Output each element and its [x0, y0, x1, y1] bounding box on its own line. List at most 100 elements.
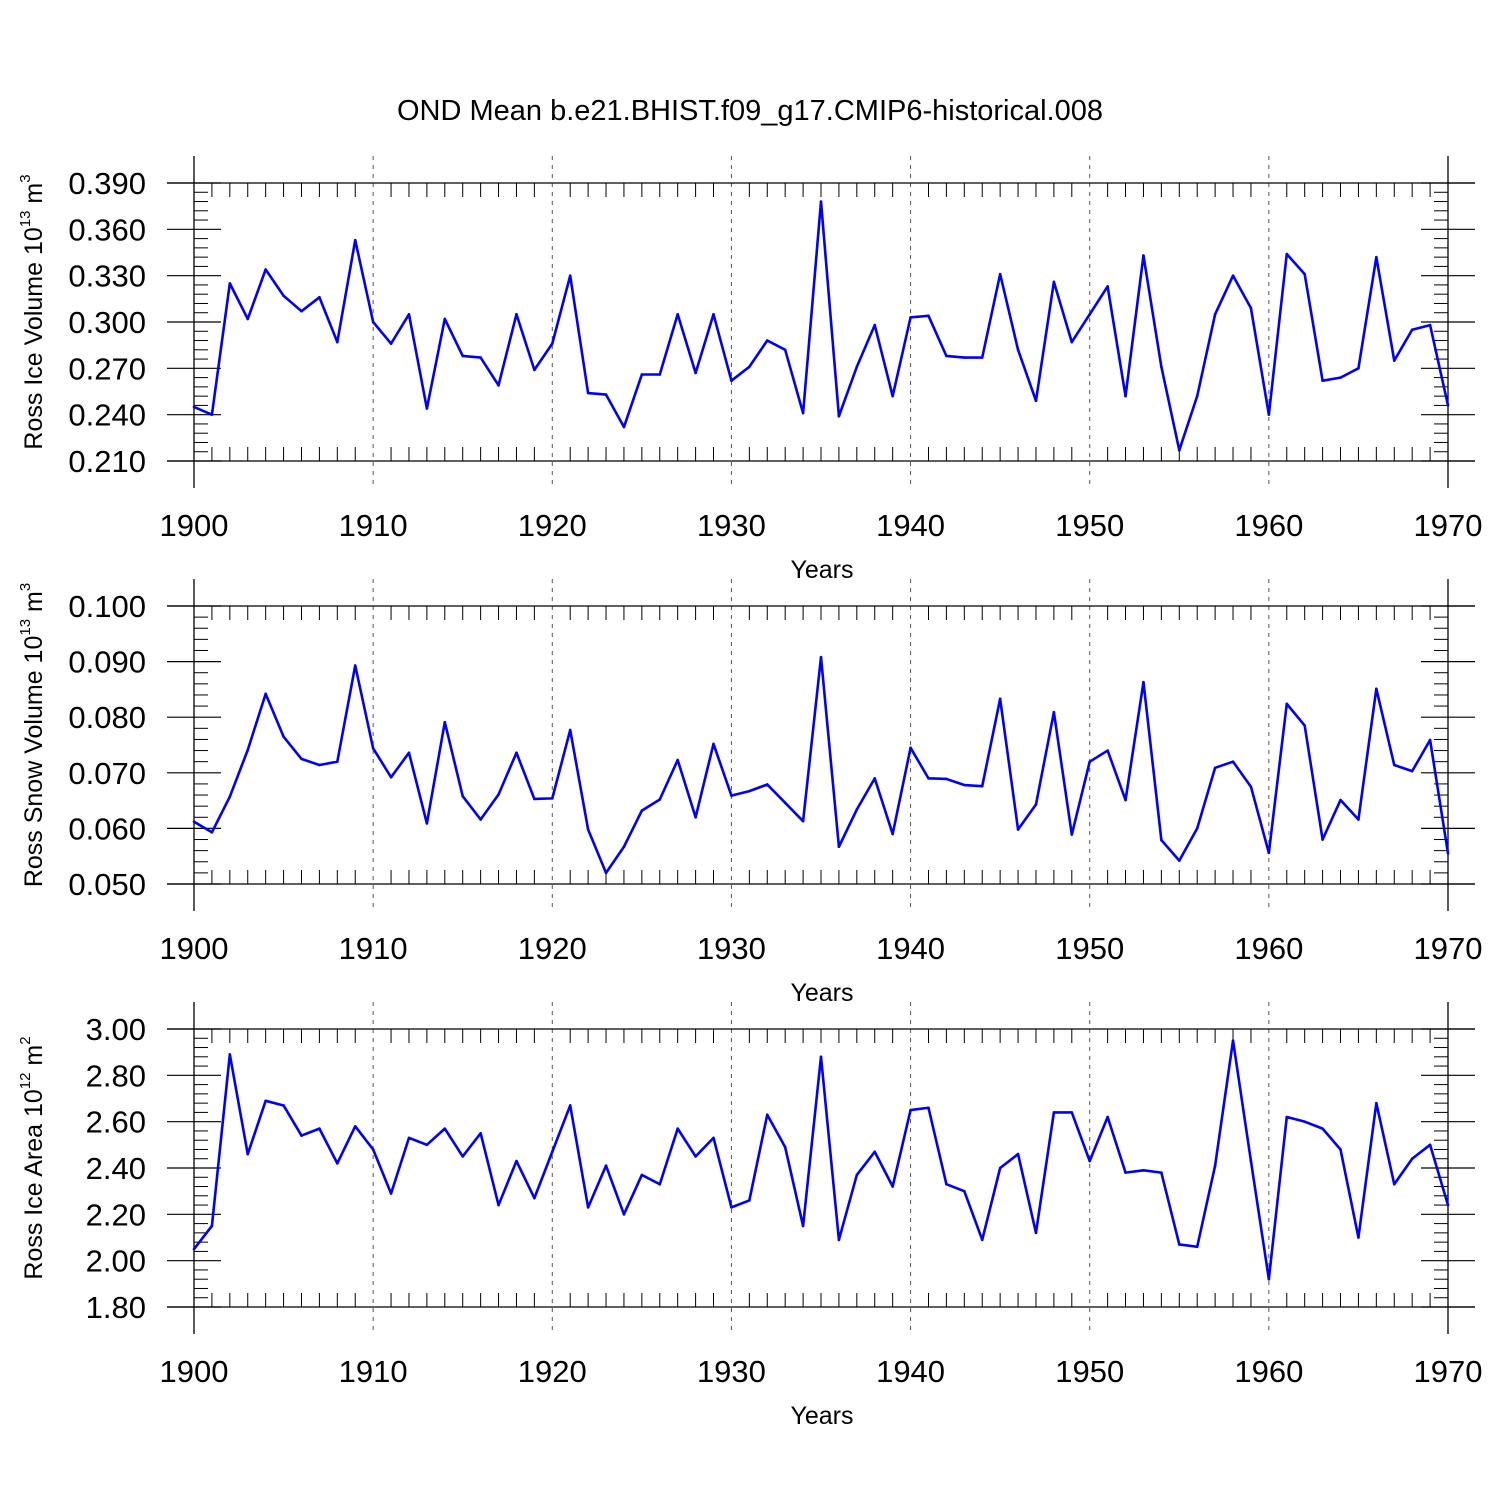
data-point [1428, 1143, 1432, 1147]
data-point [837, 414, 841, 418]
data-point [945, 1182, 948, 1186]
data-point [676, 1127, 679, 1130]
data-point [1375, 255, 1378, 259]
y-tick-label: 0.070 [68, 756, 146, 791]
data-point [1034, 1231, 1038, 1235]
data-point [1034, 399, 1038, 403]
data-point [1106, 1115, 1109, 1119]
data-point [1088, 1159, 1092, 1163]
data-point [998, 272, 1002, 276]
data-point [586, 828, 590, 831]
y-tick-label: 2.60 [86, 1105, 146, 1140]
data-point [1249, 306, 1253, 310]
data-point [1016, 828, 1020, 831]
y-tick-label: 0.060 [68, 811, 146, 846]
data-point [963, 356, 966, 359]
data-point [1285, 252, 1289, 256]
data-point [1357, 1236, 1360, 1239]
x-tick-label: 1950 [1055, 1354, 1124, 1389]
data-point [497, 793, 500, 796]
data-point [1428, 738, 1432, 742]
ice-volume-series-line [193, 200, 1450, 452]
x-tick-label: 1950 [1055, 931, 1124, 966]
data-point [765, 339, 769, 342]
data-point [246, 317, 250, 321]
data-point [389, 775, 393, 779]
data-point [300, 1134, 303, 1137]
data-point [1142, 1169, 1145, 1172]
data-point [300, 757, 303, 761]
data-point [730, 1206, 733, 1209]
data-point [1213, 1164, 1217, 1167]
data-point [927, 777, 930, 780]
data-point [980, 1238, 984, 1242]
data-point [1410, 328, 1414, 332]
data-point [515, 312, 518, 316]
data-point [873, 1150, 877, 1154]
data-point [945, 354, 948, 358]
data-point [945, 777, 948, 781]
y-tick-label: 0.360 [68, 212, 146, 247]
data-point [300, 309, 303, 313]
data-point [1124, 1171, 1127, 1174]
data-point [210, 1224, 214, 1228]
data-point [533, 1196, 536, 1200]
y-axis-title: Ross Ice Area 1012 m2 [17, 1036, 48, 1279]
data-point [855, 365, 859, 369]
data-point [246, 748, 250, 752]
y-tick-label: 2.40 [86, 1151, 146, 1186]
data-point [1070, 340, 1074, 344]
x-tick-label: 1920 [518, 508, 587, 543]
figure-title: OND Mean b.e21.BHIST.f09_g17.CMIP6-histo… [397, 95, 1103, 127]
data-point [855, 1173, 859, 1177]
data-point [1160, 1171, 1163, 1174]
data-point [783, 1145, 787, 1149]
data-point [1410, 769, 1414, 773]
y-tick-label: 0.300 [68, 305, 146, 340]
data-point [1267, 1277, 1271, 1281]
y-tick-label: 2.20 [86, 1197, 146, 1232]
x-tick-label: 1900 [160, 508, 229, 543]
data-point [318, 1127, 321, 1130]
data-point [1428, 323, 1432, 327]
data-point [819, 655, 823, 659]
data-point [819, 200, 823, 203]
data-point [282, 1104, 285, 1107]
data-point [909, 1108, 912, 1112]
data-point [282, 294, 285, 298]
data-point [568, 1104, 572, 1107]
data-point [461, 794, 465, 798]
data-point [1177, 1243, 1181, 1246]
data-point [891, 394, 894, 398]
x-tick-label: 1910 [339, 508, 408, 543]
data-point [1446, 404, 1450, 407]
data-point [336, 1162, 339, 1165]
snow-volume-series-line [193, 655, 1450, 875]
data-point [407, 312, 411, 316]
data-point [515, 751, 518, 755]
data-point [1285, 1115, 1289, 1119]
data-point [1213, 766, 1217, 770]
data-point [694, 1155, 697, 1158]
data-point [980, 356, 984, 359]
data-point [873, 323, 877, 327]
data-point [1249, 1159, 1253, 1163]
y-tick-label: 0.270 [68, 351, 146, 386]
data-point [873, 777, 877, 780]
data-point [210, 413, 214, 416]
data-point [246, 1152, 250, 1156]
data-point [353, 238, 357, 242]
data-point [1303, 272, 1306, 276]
data-point [801, 411, 805, 415]
data-point [712, 1136, 715, 1140]
y-tick-label: 2.00 [86, 1244, 146, 1279]
data-point [748, 365, 751, 369]
y-tick-label: 0.090 [68, 645, 146, 680]
x-tick-label: 1960 [1234, 1354, 1303, 1389]
data-point [783, 348, 787, 352]
y-tick-label: 0.080 [68, 700, 146, 735]
x-tick-label: 1940 [876, 931, 945, 966]
data-point [1177, 448, 1181, 452]
data-point [318, 763, 321, 767]
